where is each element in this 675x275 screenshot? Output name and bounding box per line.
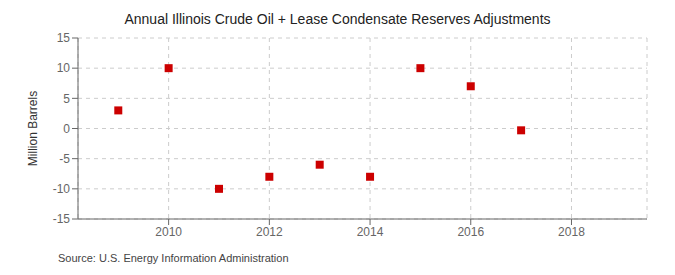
svg-text:5: 5 (63, 92, 70, 106)
html-text:Annual Illinois Crude Oil + Le: Annual Illinois Crude Oil + Lease Conden… (124, 11, 551, 27)
svg-text:2018: 2018 (558, 225, 585, 239)
svg-text:2016: 2016 (457, 225, 484, 239)
svg-text:2014: 2014 (357, 225, 384, 239)
svg-text:2012: 2012 (256, 225, 283, 239)
svg-text:Million Barrels: Million Barrels (26, 91, 40, 166)
svg-text:15: 15 (57, 31, 71, 45)
svg-text:-10: -10 (53, 182, 71, 196)
svg-text:2010: 2010 (155, 225, 182, 239)
svg-text:0: 0 (63, 122, 70, 136)
svg-text:-15: -15 (53, 212, 71, 226)
svg-text:10: 10 (57, 61, 71, 75)
svg-text:-5: -5 (59, 152, 70, 166)
html-text:Source: U.S. Energy Informatio: Source: U.S. Energy Information Administ… (58, 252, 289, 264)
